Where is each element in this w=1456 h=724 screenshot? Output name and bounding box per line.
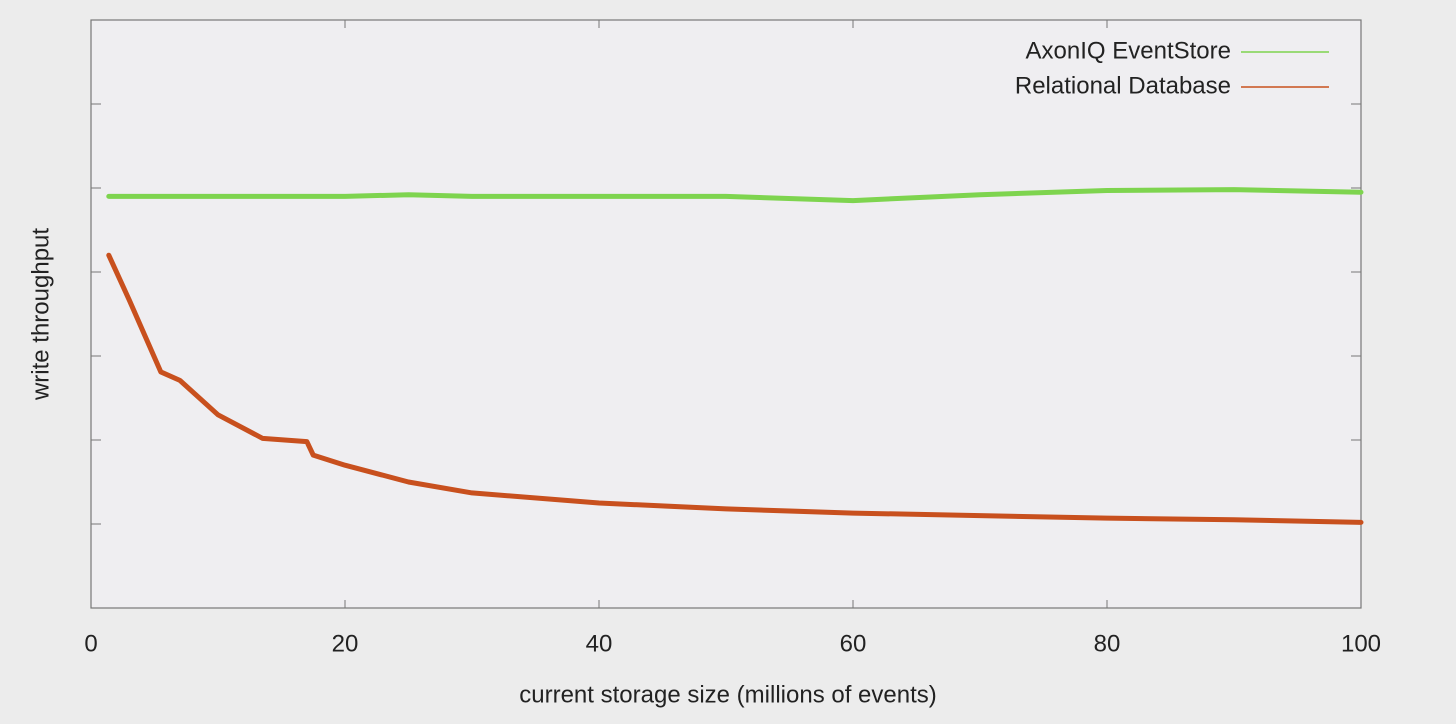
x-tick-label: 100 (1341, 630, 1381, 657)
x-tick-label: 40 (586, 630, 613, 657)
x-tick-label: 60 (840, 630, 867, 657)
series-line (106, 187, 1364, 204)
y-axis-label: write throughput (27, 228, 54, 401)
x-axis-label: current storage size (millions of events… (519, 681, 937, 708)
x-tick-label: 80 (1094, 630, 1121, 657)
series-line (106, 252, 1364, 525)
x-tick-label: 20 (332, 630, 359, 657)
x-tick-label: 0 (84, 630, 97, 657)
legend-label: AxonIQ EventStore (1026, 37, 1231, 64)
legend-label: Relational Database (1015, 72, 1231, 99)
